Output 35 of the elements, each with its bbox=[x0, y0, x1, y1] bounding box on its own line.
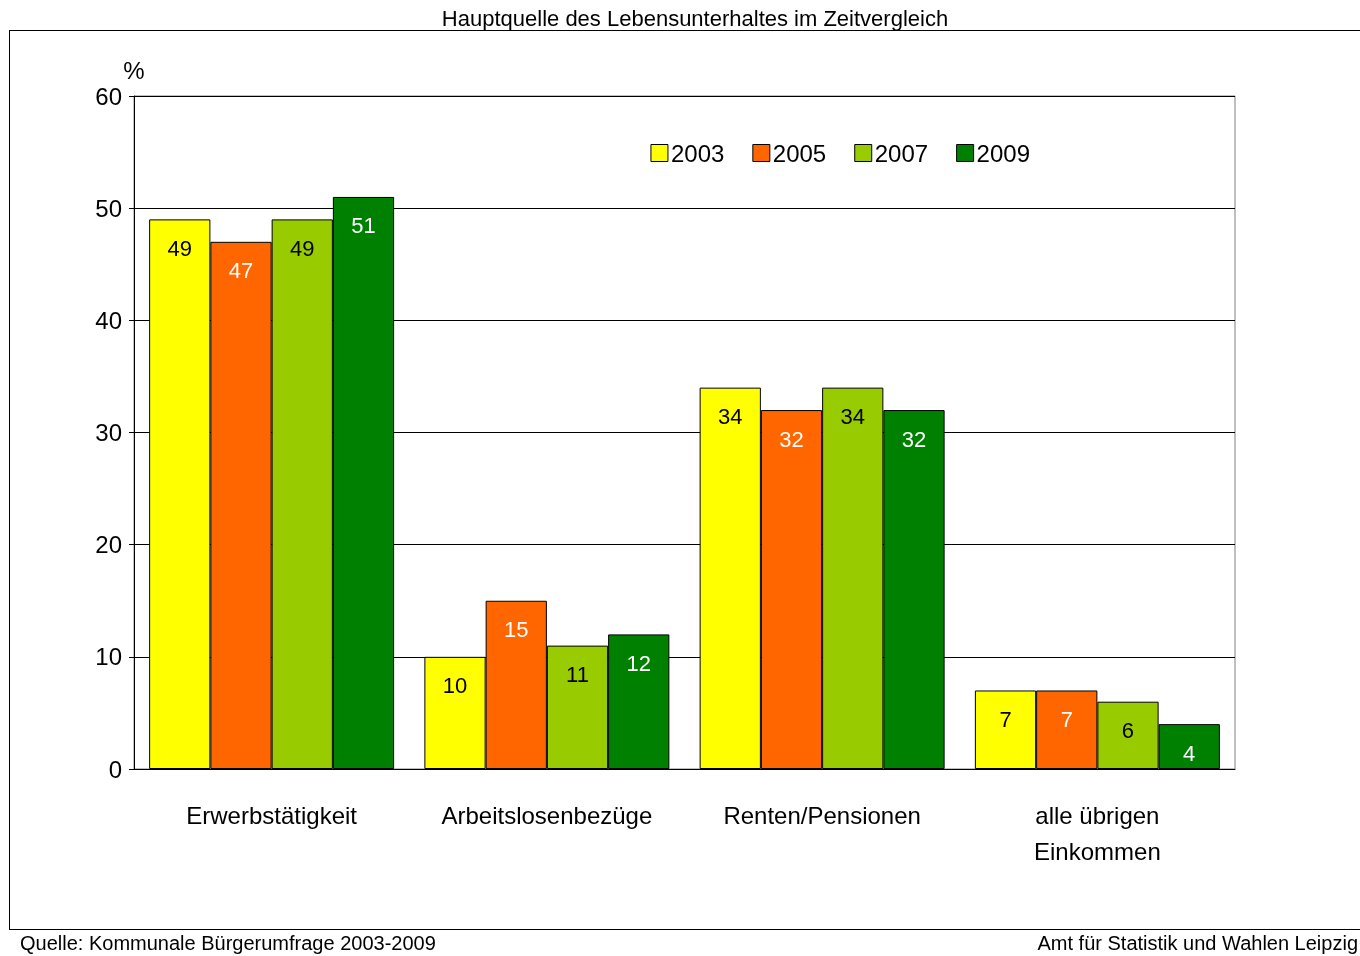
data-label: 34 bbox=[840, 404, 865, 430]
legend-label: 2003 bbox=[670, 139, 725, 167]
x-tick-label: Renten/Pensionen bbox=[723, 801, 921, 829]
y-tick-label: 40 bbox=[95, 306, 122, 334]
data-label: 4 bbox=[1183, 740, 1196, 766]
y-tick-label: 0 bbox=[108, 755, 122, 783]
legend-label: 2007 bbox=[874, 139, 929, 167]
source-note: Quelle: Kommunale Bürgerumfrage 2003-2009 bbox=[20, 932, 436, 954]
data-label: 12 bbox=[626, 650, 651, 676]
data-label: 7 bbox=[1060, 706, 1073, 732]
y-axis-title: % bbox=[123, 56, 145, 84]
data-label: 7 bbox=[999, 706, 1012, 732]
legend-label: 2009 bbox=[976, 139, 1030, 167]
data-label: 6 bbox=[1121, 718, 1135, 744]
y-tick-label: 60 bbox=[95, 82, 122, 110]
y-tick-label: 20 bbox=[95, 531, 122, 559]
x-tick-label: Arbeitslosenbezüge bbox=[441, 801, 653, 829]
y-tick-label: 10 bbox=[95, 643, 122, 671]
x-tick-label: alle übrigen Einkommen bbox=[1034, 801, 1161, 865]
data-label: 49 bbox=[290, 235, 315, 261]
data-label: 15 bbox=[504, 617, 529, 643]
data-label: 11 bbox=[566, 662, 589, 688]
data-label: 10 bbox=[442, 673, 468, 699]
legend-label: 2005 bbox=[772, 139, 827, 167]
data-label: 34 bbox=[718, 404, 743, 430]
data-label: 51 bbox=[351, 213, 376, 239]
y-tick-label: 50 bbox=[95, 194, 122, 222]
text: Amt für Statistik und Wahlen Leipzig bbox=[1037, 932, 1359, 954]
chart-title: Hauptquelle des Lebensunterhaltes im Zeitvergleich bbox=[441, 5, 949, 31]
data-label: 32 bbox=[901, 426, 927, 452]
y-tick-label: 30 bbox=[95, 419, 122, 446]
data-label: 47 bbox=[228, 258, 254, 284]
data-label: 32 bbox=[779, 426, 804, 452]
data-label: 49 bbox=[167, 235, 192, 261]
x-tick-label: Erwerbstätigkeit bbox=[186, 801, 358, 829]
